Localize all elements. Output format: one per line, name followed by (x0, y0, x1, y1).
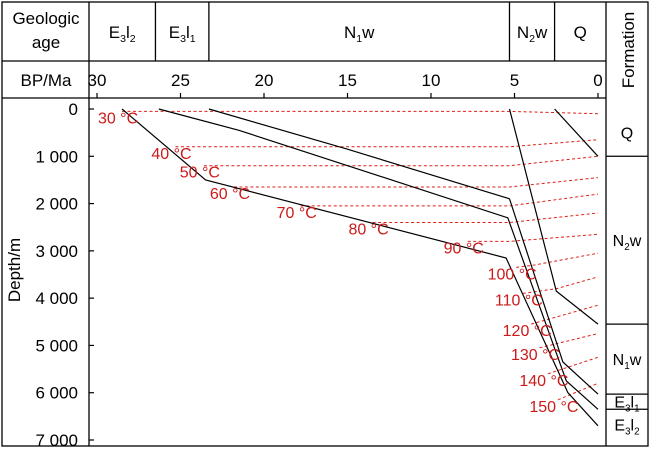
y-axis-ticks: 0 1 000 2 000 3 000 4 000 5 000 6 000 7 000 (35, 100, 94, 450)
isotherm-label-30: 30 °C (98, 110, 138, 127)
y-tick-label-2: 2 000 (35, 195, 78, 214)
header-unit-E3l1: E3l1 (169, 23, 196, 45)
isotherm-label-90: 90 °C (444, 240, 484, 257)
y-tick-label-3: 3 000 (35, 242, 78, 261)
x-tick-label-6: 0 (593, 71, 602, 90)
geologic-age-header: E3l2 E3l1 N1w N2w Q (109, 2, 587, 61)
formation-label-N2w: N2w (613, 233, 642, 253)
x-tick-label-5: 5 (510, 71, 519, 90)
burial-curve-1 (158, 108, 599, 410)
x-axis-ticks: 30 25 20 15 10 5 0 (88, 71, 603, 98)
header-unit-Q: Q (574, 23, 587, 42)
isotherm-30 (122, 110, 599, 115)
isotherm-90 (467, 233, 599, 242)
y-axis-label: Depth/m (5, 238, 24, 302)
x-tick-label-2: 20 (255, 71, 274, 90)
isotherm-70 (300, 193, 599, 207)
isotherm-50 (203, 155, 599, 167)
isotherm-label-40: 40 °C (151, 146, 191, 163)
isotherm-130 (539, 333, 599, 349)
isotherm-label-140: 140 °C (519, 373, 568, 390)
y-tick-label-0: 0 (69, 100, 78, 119)
header-unit-N1w: N1w (344, 23, 375, 45)
formation-label-E3l2: E3l2 (614, 418, 640, 438)
formation-label-N1w: N1w (613, 352, 642, 372)
y-tick-label-7: 7 000 (35, 431, 78, 450)
formation-label-E3l1: E3l1 (614, 395, 640, 415)
isotherm-label-80: 80 °C (348, 221, 388, 238)
isotherm-label-100: 100 °C (488, 266, 537, 283)
formation-column-title: Formation (619, 12, 638, 89)
x-tick-label-1: 25 (171, 71, 190, 90)
isotherm-40 (175, 139, 599, 148)
burial-curve-0 (121, 108, 599, 427)
geologic-age-title-line1: Geologic (12, 9, 80, 28)
burial-curve-3 (508, 108, 599, 325)
isotherm-label-110: 110 °C (495, 292, 543, 309)
isotherm-label-120: 120 °C (503, 323, 552, 340)
x-axis-label: BP/Ma (20, 71, 72, 90)
isotherm-label-130: 130 °C (511, 347, 560, 364)
formation-label-Q: Q (621, 126, 633, 143)
x-tick-label-0: 30 (88, 71, 107, 90)
isotherm-80 (372, 212, 599, 223)
x-tick-label-3: 15 (338, 71, 357, 90)
y-tick-label-1: 1 000 (35, 147, 78, 166)
isotherm-150 (557, 382, 599, 401)
header-unit-E3l2: E3l2 (109, 23, 136, 45)
formation-column: Q N2w N1w E3l1 E3l2 (606, 126, 648, 438)
geologic-age-title-line2: age (32, 33, 60, 52)
isotherm-120 (531, 304, 599, 325)
y-tick-label-4: 4 000 (35, 289, 78, 308)
isotherm-label-50: 50 °C (180, 165, 220, 182)
isotherm-label-60: 60 °C (210, 186, 250, 203)
y-tick-label-6: 6 000 (35, 384, 78, 403)
isotherm-label-70: 70 °C (277, 205, 317, 222)
isotherm-60 (233, 177, 599, 188)
isotherm-label-150: 150 °C (529, 399, 578, 416)
header-unit-N2w: N2w (517, 23, 548, 45)
burial-curve-2 (208, 108, 599, 395)
burial-curves (121, 108, 599, 427)
burial-curve-4 (554, 108, 599, 157)
y-tick-label-5: 5 000 (35, 336, 78, 355)
isotherm-100 (516, 252, 599, 268)
x-tick-label-4: 10 (422, 71, 441, 90)
